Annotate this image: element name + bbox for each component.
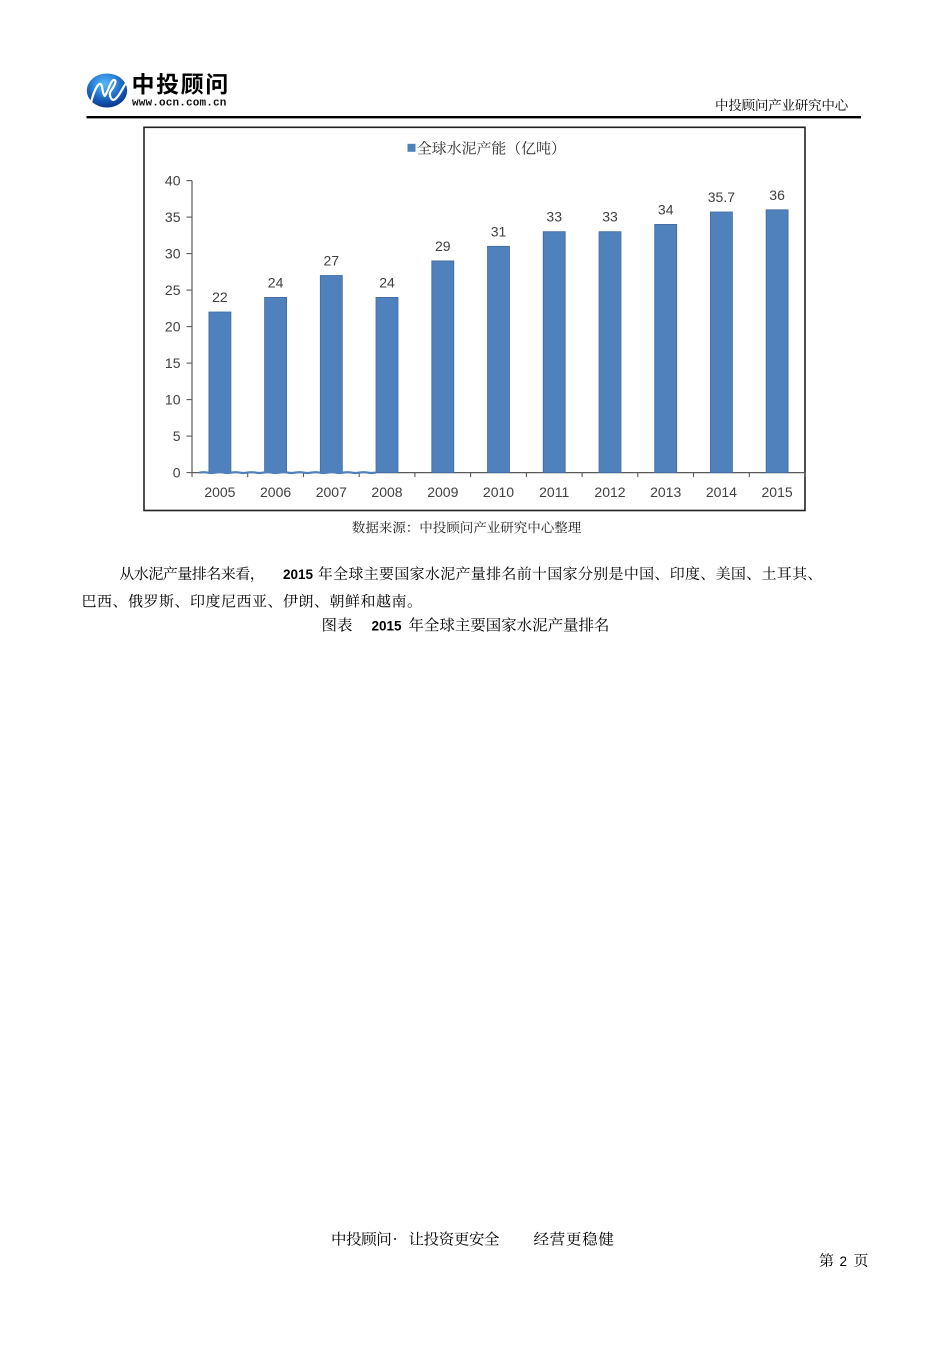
svg-text:2005: 2005 [204,484,235,500]
svg-text:27: 27 [324,253,340,269]
svg-text:34: 34 [658,201,674,217]
svg-text:0: 0 [173,465,181,481]
svg-text:35.7: 35.7 [708,189,735,205]
svg-text:22: 22 [212,289,228,305]
svg-text:33: 33 [602,209,618,225]
svg-text:20: 20 [165,319,181,335]
svg-text:30: 30 [165,246,181,262]
svg-text:2006: 2006 [260,484,291,500]
svg-text:31: 31 [491,223,507,239]
svg-text:35: 35 [165,209,181,225]
svg-text:2009: 2009 [427,484,458,500]
svg-text:24: 24 [268,274,284,290]
svg-text:2015: 2015 [372,619,403,634]
svg-text:29: 29 [435,238,451,254]
svg-text:2007: 2007 [316,484,347,500]
svg-text:2: 2 [840,1254,848,1269]
svg-text:2010: 2010 [483,484,514,500]
svg-text:2015: 2015 [762,484,793,500]
svg-text:5: 5 [173,428,181,444]
svg-text:36: 36 [769,187,785,203]
svg-text:33: 33 [546,209,562,225]
svg-text:25: 25 [165,282,181,298]
svg-text:10: 10 [165,392,181,408]
svg-text:www.ocn.com.cn: www.ocn.com.cn [132,98,227,110]
svg-text:2014: 2014 [706,484,737,500]
svg-text:15: 15 [165,355,181,371]
svg-text:2008: 2008 [371,484,402,500]
svg-text:2015: 2015 [283,567,314,582]
svg-text:2012: 2012 [594,484,625,500]
svg-text:2011: 2011 [539,484,569,500]
svg-text:24: 24 [379,274,395,290]
svg-text:2013: 2013 [650,484,681,500]
svg-text:40: 40 [165,173,181,189]
